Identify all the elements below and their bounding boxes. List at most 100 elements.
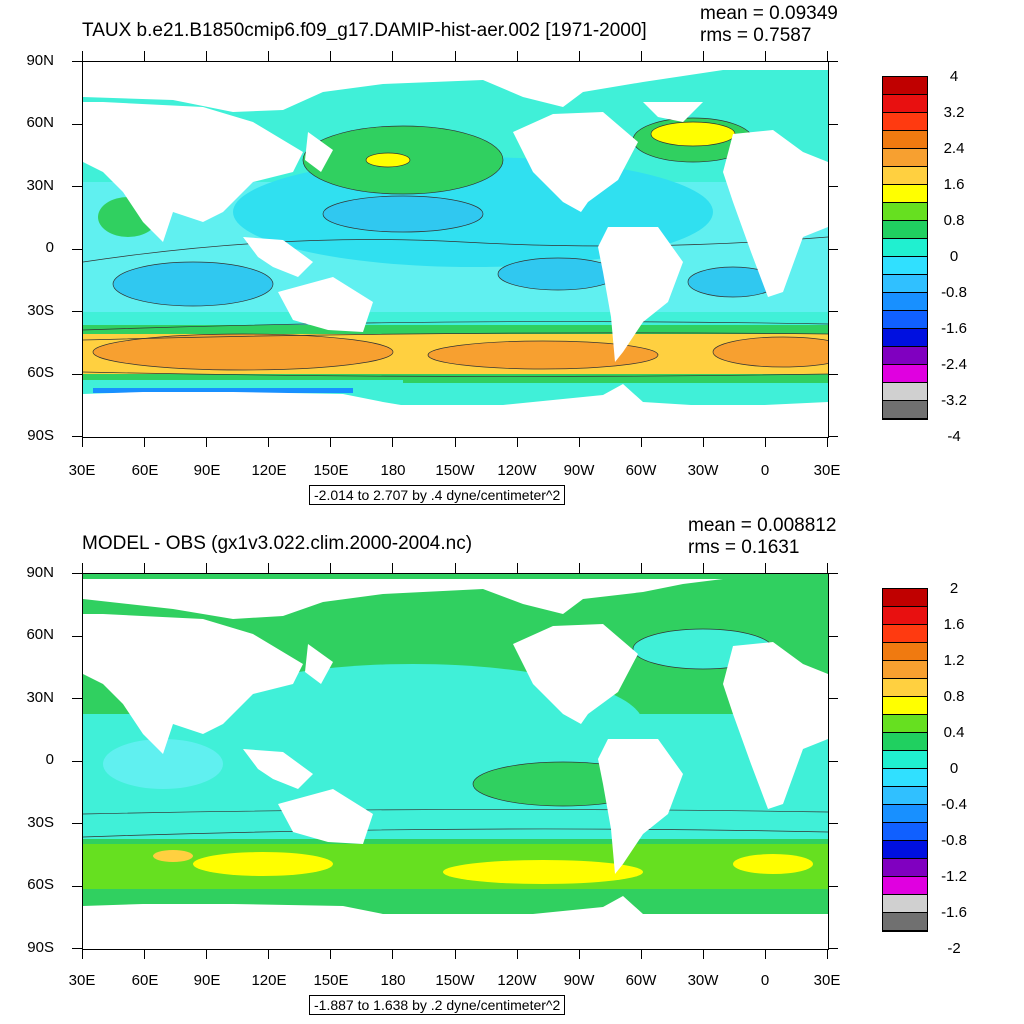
panel-1-lon-label: 150W <box>435 462 475 479</box>
panel-2-lon-label: 0 <box>760 972 770 989</box>
axis-tick <box>72 374 82 375</box>
panel-1-range-note: -2.014 to 2.707 by .4 dyne/centimeter^2 <box>309 485 566 505</box>
axis-tick <box>330 949 331 959</box>
colorbar-swatch <box>883 347 927 365</box>
panel-1-lon-label: 90W <box>563 462 595 479</box>
axis-tick <box>579 949 580 959</box>
colorbar-swatch <box>883 715 927 733</box>
axis-tick <box>765 563 766 573</box>
colorbar-label: -1.6 <box>941 904 967 921</box>
colorbar-swatch <box>883 185 927 203</box>
panel-2-lat-label: 0 <box>45 751 54 768</box>
colorbar-swatch <box>883 401 927 419</box>
axis-tick <box>144 437 145 447</box>
colorbar-swatch <box>883 275 927 293</box>
colorbar-label: -1.6 <box>941 320 967 337</box>
colorbar-label: -4 <box>947 428 961 445</box>
axis-tick <box>827 563 828 573</box>
colorbar-swatch <box>883 913 927 931</box>
colorbar-swatch <box>883 257 927 275</box>
axis-tick <box>72 886 82 887</box>
axis-tick <box>703 563 704 573</box>
axis-tick <box>641 949 642 959</box>
panel-1-mean: mean = 0.09349 <box>700 3 838 24</box>
axis-tick <box>72 186 82 187</box>
axis-tick <box>392 949 393 959</box>
colorbar-label: 1.2 <box>943 652 965 669</box>
colorbar-swatch <box>883 859 927 877</box>
panel-2-lon-label: 180 <box>380 972 406 989</box>
axis-tick <box>765 51 766 61</box>
axis-tick <box>828 124 838 125</box>
axis-tick <box>82 437 83 447</box>
axis-tick <box>641 437 642 447</box>
panel-1-lon-label: 60W <box>625 462 657 479</box>
colorbar-label: 0 <box>949 760 959 777</box>
axis-tick <box>828 636 838 637</box>
colorbar-label: -0.8 <box>941 284 967 301</box>
colorbar-label: 1.6 <box>943 176 965 193</box>
panel-1-lon-label: 90E <box>193 462 221 479</box>
axis-tick <box>828 761 838 762</box>
axis-tick <box>579 51 580 61</box>
axis-tick <box>72 948 82 949</box>
axis-tick <box>455 51 456 61</box>
axis-tick <box>82 563 83 573</box>
axis-tick <box>827 437 828 447</box>
panel-1-lon-label: 120W <box>497 462 537 479</box>
colorbar-label: -2.4 <box>941 356 967 373</box>
colorbar-label: -1.2 <box>941 868 967 885</box>
panel-2-lon-label: 60E <box>131 972 159 989</box>
colorbar-label: 0.8 <box>943 688 965 705</box>
colorbar-swatch <box>883 131 927 149</box>
panel-2-lon-label: 90W <box>563 972 595 989</box>
panel-1-lat-label: 60S <box>27 364 54 381</box>
colorbar-swatch <box>883 823 927 841</box>
panel-2-lat-label: 90N <box>26 564 54 581</box>
panel-2-map <box>82 573 829 950</box>
axis-tick <box>703 437 704 447</box>
colorbar-swatch <box>883 293 927 311</box>
axis-tick <box>206 437 207 447</box>
axis-tick <box>517 949 518 959</box>
axis-tick <box>579 563 580 573</box>
colorbar-swatch <box>883 95 927 113</box>
axis-tick <box>206 563 207 573</box>
panel-2-lon-label: 150E <box>313 972 349 989</box>
colorbar-swatch <box>883 607 927 625</box>
axis-tick <box>72 698 82 699</box>
panel-1-rms: rms = 0.7587 <box>700 25 812 46</box>
panel-2-lat-label: 60N <box>26 626 54 643</box>
axis-tick <box>828 311 838 312</box>
axis-tick <box>828 823 838 824</box>
colorbar-label: 0.8 <box>943 212 965 229</box>
axis-tick <box>765 949 766 959</box>
panel-1-lon-label: 180 <box>380 462 406 479</box>
colorbar-label: -0.8 <box>941 832 967 849</box>
panel-2-lon-label: 120W <box>497 972 537 989</box>
panel-1-colorbar <box>882 76 928 420</box>
panel-1-lat-label: 60N <box>26 114 54 131</box>
panel-2-lat-label: 90S <box>27 939 54 956</box>
axis-tick <box>765 437 766 447</box>
colorbar-swatch <box>883 895 927 913</box>
panel-1-lon-label: 30E <box>68 462 96 479</box>
panel-2-lon-label: 30E <box>68 972 96 989</box>
axis-tick <box>828 948 838 949</box>
panel-2-lon-label: 30E <box>813 972 841 989</box>
panel-2-mean: mean = 0.008812 <box>688 515 837 536</box>
colorbar-swatch <box>883 365 927 383</box>
colorbar-swatch <box>883 149 927 167</box>
colorbar-label: 4 <box>949 68 959 85</box>
panel-2-lat-label: 30S <box>27 814 54 831</box>
axis-tick <box>828 249 838 250</box>
axis-tick <box>268 563 269 573</box>
panel-1-map-field <box>83 70 828 437</box>
colorbar-swatch <box>883 167 927 185</box>
axis-tick <box>641 51 642 61</box>
axis-tick <box>828 886 838 887</box>
axis-tick <box>827 51 828 61</box>
colorbar-swatch <box>883 329 927 347</box>
axis-tick <box>144 51 145 61</box>
